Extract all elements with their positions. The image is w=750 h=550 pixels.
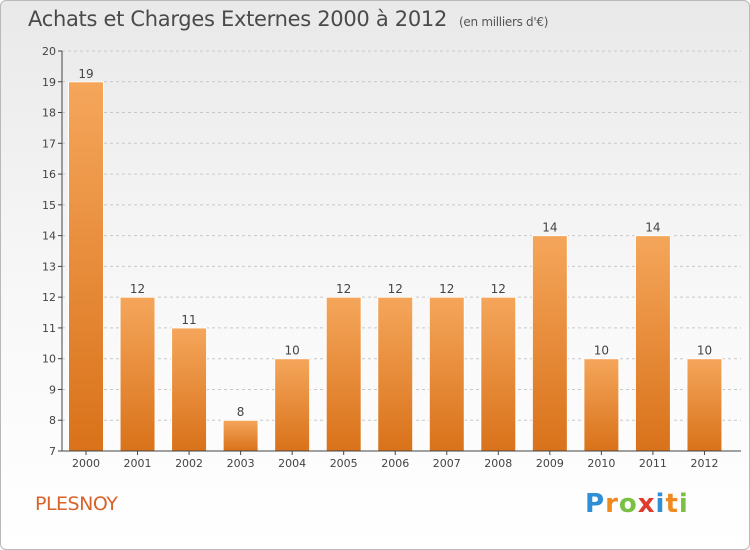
data-label: 12: [388, 282, 403, 296]
x-tick-label: 2001: [124, 457, 152, 470]
y-tick-label: 14: [42, 230, 56, 243]
commune-name: PLESNOY: [35, 493, 118, 515]
data-label: 14: [542, 221, 557, 235]
y-tick-label: 10: [42, 353, 56, 366]
data-label: 11: [181, 313, 196, 327]
labels: 7 8 9 10 11 12 13 14 15 16 17 18 19 20 19 2000 12 2001 11 2…: [42, 45, 718, 470]
x-tick-label: 2005: [330, 457, 358, 470]
bar: [531, 235, 568, 452]
bar: [428, 296, 465, 452]
y-tick-label: 19: [42, 76, 56, 89]
y-tick-label: 12: [42, 291, 56, 304]
x-tick-label: 2010: [587, 457, 615, 470]
bar: [377, 296, 414, 452]
y-tick-label: 18: [42, 107, 56, 120]
logo-letter: x: [637, 489, 656, 519]
y-tick-label: 8: [49, 414, 56, 427]
logo-letter: o: [618, 489, 638, 519]
y-tick-label: 15: [42, 199, 56, 212]
proxiti-logo: Proxiti: [585, 489, 689, 519]
logo-letter: r: [605, 489, 619, 519]
chart-title: Achats et Charges Externes 2000 à 2012 (e…: [28, 7, 548, 31]
bar: [686, 358, 723, 452]
x-tick-label: 2009: [536, 457, 564, 470]
x-tick-label: 2003: [227, 457, 255, 470]
x-tick-label: 2008: [484, 457, 512, 470]
data-label: 12: [336, 282, 351, 296]
y-tick-label: 11: [42, 322, 56, 335]
bar: [583, 358, 620, 452]
bar: [222, 419, 259, 452]
logo-letter: P: [585, 489, 606, 519]
data-label: 12: [491, 282, 506, 296]
x-tick-label: 2004: [278, 457, 306, 470]
bar: [634, 235, 671, 452]
chart-unit-subtitle: (en milliers d'€): [459, 15, 549, 29]
y-tick-label: 17: [42, 137, 56, 150]
data-label: 14: [645, 221, 660, 235]
x-tick-label: 2007: [433, 457, 461, 470]
data-label: 10: [285, 344, 300, 358]
data-label: 10: [697, 344, 712, 358]
bars: [68, 81, 723, 452]
chart-title-text: Achats et Charges Externes 2000 à 2012: [28, 7, 448, 31]
y-tick-label: 20: [42, 45, 56, 58]
bar: [171, 327, 208, 452]
data-label: 19: [78, 67, 93, 81]
logo-letter: i: [655, 489, 666, 519]
data-label: 12: [130, 282, 145, 296]
logo-letter: i: [678, 489, 689, 519]
bar: [68, 81, 104, 452]
bar: [480, 296, 517, 452]
gridlines: [62, 50, 741, 421]
axes: [58, 50, 741, 455]
x-tick-label: 2011: [639, 457, 667, 470]
y-tick-label: 13: [42, 260, 56, 273]
y-tick-label: 7: [49, 445, 56, 458]
bar: [325, 296, 362, 452]
logo-letter: t: [665, 489, 679, 519]
x-tick-label: 2000: [72, 457, 100, 470]
bar: [119, 296, 156, 452]
data-label: 8: [237, 405, 245, 419]
y-tick-label: 9: [49, 383, 56, 396]
data-label: 10: [594, 344, 609, 358]
x-tick-label: 2012: [690, 457, 718, 470]
x-tick-label: 2006: [381, 457, 409, 470]
x-tick-label: 2002: [175, 457, 203, 470]
data-label: 12: [439, 282, 454, 296]
y-tick-label: 16: [42, 168, 56, 181]
bar: [274, 358, 311, 452]
